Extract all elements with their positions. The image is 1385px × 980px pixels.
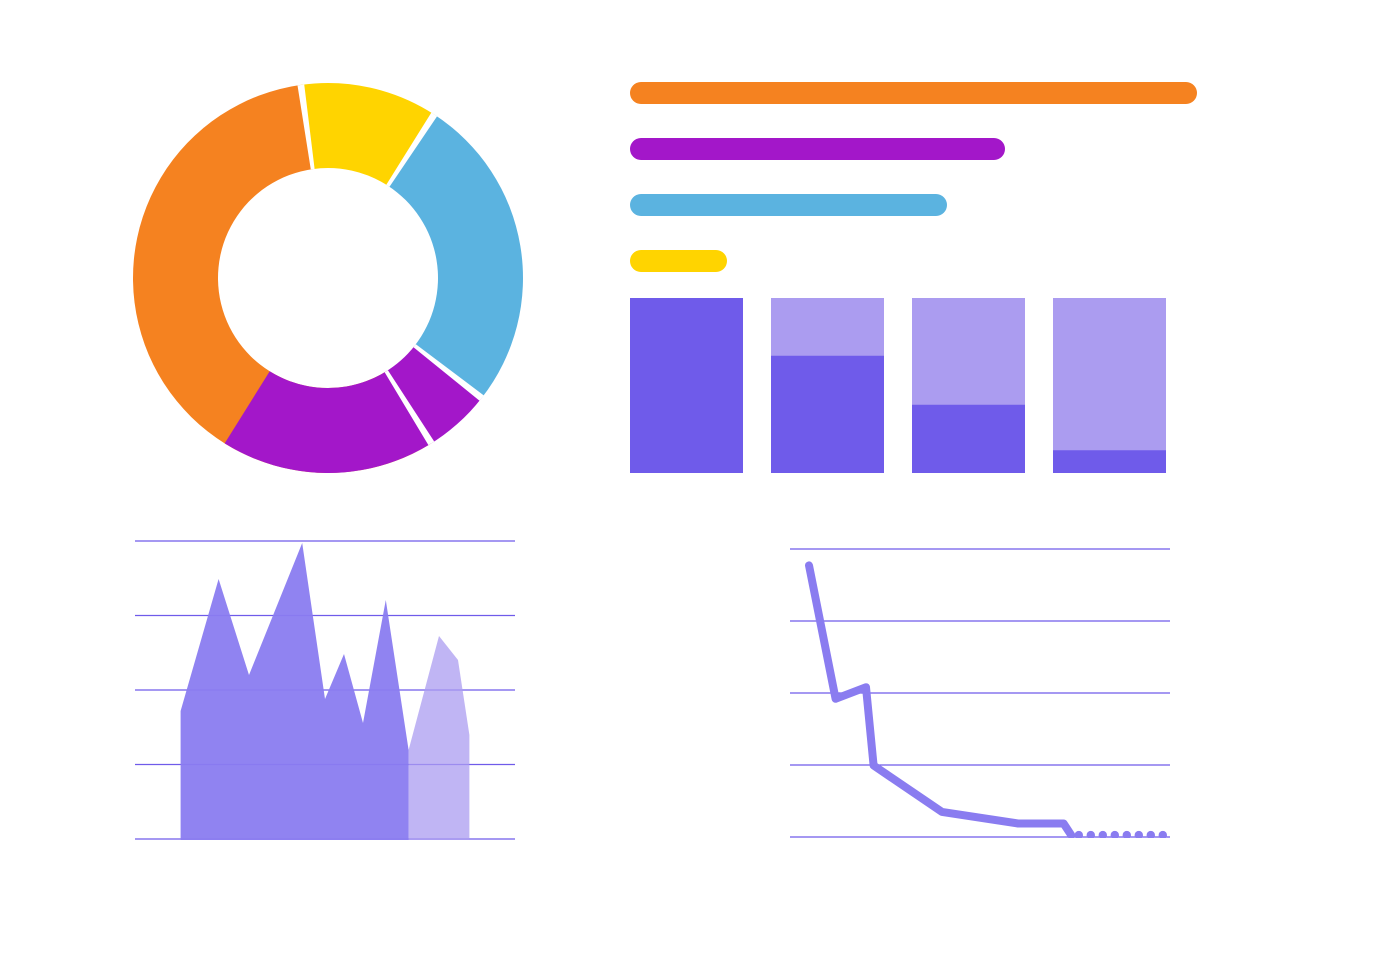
line-chart — [790, 548, 1170, 838]
area-series-secondary — [409, 636, 470, 840]
horizontal-bar-chart — [630, 82, 1201, 276]
hbar-purple — [630, 138, 1005, 160]
hbar-blue — [630, 194, 947, 216]
dashboard-infographic — [0, 0, 1385, 980]
hbar-orange — [630, 82, 1197, 104]
area-chart — [135, 540, 515, 840]
donut-chart — [123, 73, 533, 483]
stacked-bar-chart — [630, 298, 1166, 473]
area-series-main — [181, 543, 409, 840]
line-series — [809, 565, 1071, 835]
hbar-yellow — [630, 250, 727, 272]
